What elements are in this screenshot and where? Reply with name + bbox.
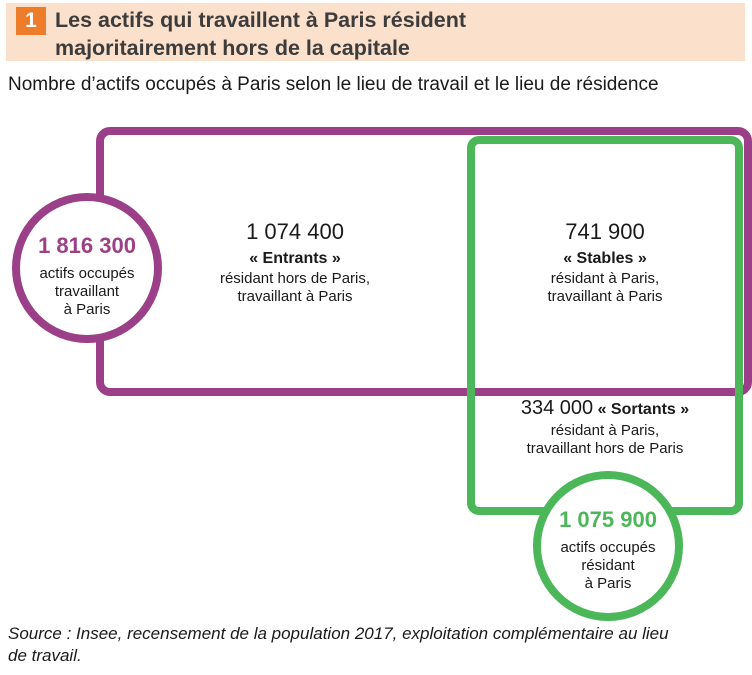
reside-in-paris-total: 1 075 900: [559, 507, 657, 532]
work-in-paris-line-1: actifs occupés: [39, 265, 135, 282]
figure-number-badge: 1: [16, 7, 46, 35]
reside-in-paris-line-1: actifs occupés: [560, 539, 656, 556]
work-in-paris-line-2: travaillant: [54, 283, 120, 300]
reside-in-paris-circle: 1 075 900 actifs occupés résidant à Pari…: [533, 471, 683, 621]
source-note: Source : Insee, recensement de la popula…: [8, 623, 748, 667]
sortants-label: « Sortants »: [597, 401, 690, 418]
sortants-headline: 334 000 « Sortants »: [480, 395, 730, 422]
entrants-value: 1 074 400: [246, 219, 344, 244]
figure-title-line-1: Les actifs qui travaillent à Paris résid…: [55, 8, 467, 32]
stables-value: 741 900: [565, 219, 645, 244]
stables-block: 741 900 « Stables » résidant à Paris, tr…: [510, 219, 700, 306]
stables-label: « Stables »: [563, 250, 647, 267]
reside-in-paris-line-2: résidant: [581, 557, 635, 574]
work-in-paris-line-3: à Paris: [63, 301, 111, 318]
figure-subtitle: Nombre d’actifs occupés à Paris selon le…: [8, 74, 659, 95]
sortants-desc-line-2: travaillant hors de Paris: [526, 440, 684, 457]
source-note-line-1: Source : Insee, recensement de la popula…: [8, 624, 669, 643]
sortants-block: 334 000 « Sortants » résidant à Paris, t…: [480, 395, 730, 458]
source-note-line-2: de travail.: [8, 646, 82, 665]
figure-header: 1 Les actifs qui travaillent à Paris rés…: [6, 3, 745, 61]
stables-desc-line-1: résidant à Paris,: [550, 270, 660, 287]
sortants-desc-line-1: résidant à Paris,: [550, 422, 660, 439]
entrants-label: « Entrants »: [249, 250, 341, 267]
entrants-desc-line-1: résidant hors de Paris,: [219, 270, 371, 287]
stables-desc-line-2: travaillant à Paris: [547, 288, 663, 305]
entrants-desc-line-2: travaillant à Paris: [237, 288, 353, 305]
work-in-paris-circle: 1 816 300 actifs occupés travaillant à P…: [12, 193, 162, 343]
entrants-block: 1 074 400 « Entrants » résidant hors de …: [200, 219, 390, 306]
sortants-value: 334 000: [520, 397, 594, 419]
figure-title-line-2: majoritairement hors de la capitale: [55, 36, 410, 60]
work-in-paris-total: 1 816 300: [38, 233, 136, 258]
residence-paris-frame: [467, 136, 743, 515]
figure-title: Les actifs qui travaillent à Paris résid…: [55, 6, 735, 62]
reside-in-paris-line-3: à Paris: [584, 575, 632, 592]
